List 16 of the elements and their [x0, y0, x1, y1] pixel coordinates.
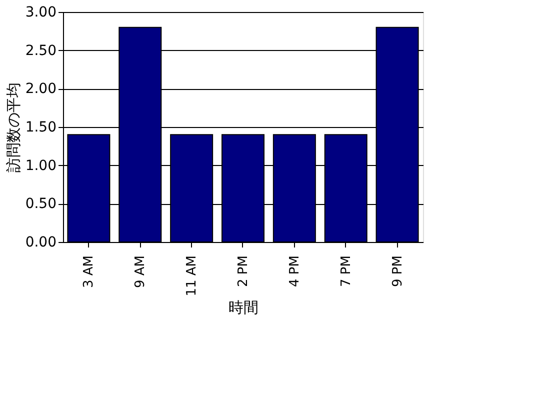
y-tick-label: 0.00 — [25, 234, 56, 250]
y-tick-label: 1.50 — [25, 120, 56, 136]
y-tick-label: 3.00 — [25, 4, 56, 20]
x-tick-label: 7 PM — [338, 256, 354, 287]
y-axis-title: 訪問数の平均 — [4, 82, 22, 172]
y-tick-label: 2.00 — [25, 81, 56, 98]
x-tick-label: 4 PM — [287, 256, 302, 287]
x-axis-title: 時間 — [228, 298, 258, 316]
y-tick-label: 1.00 — [25, 158, 56, 174]
x-tick-label: 11 AM — [184, 256, 200, 296]
x-tick-label: 9 AM — [133, 256, 148, 288]
x-tick-label: 2 PM — [236, 256, 251, 287]
x-tick-label: 3 AM — [82, 256, 97, 288]
y-tick-label: 2.50 — [25, 42, 56, 59]
x-tick-label: 9 PM — [390, 256, 406, 287]
y-tick-label: 0.50 — [25, 196, 56, 212]
